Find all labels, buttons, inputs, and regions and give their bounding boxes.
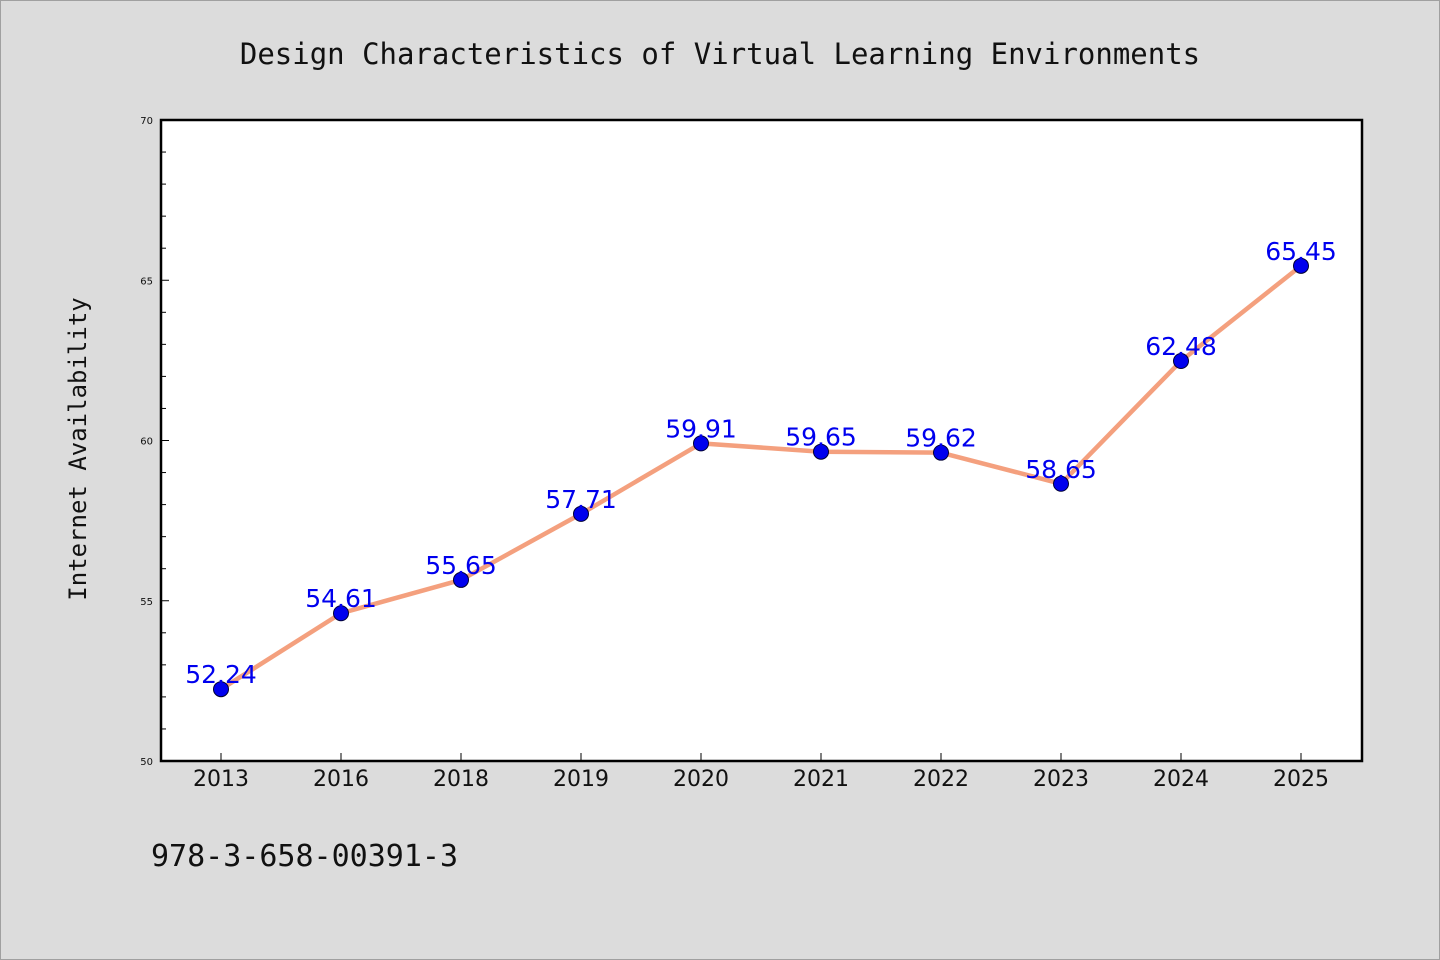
y-tick-label: 70	[140, 116, 153, 127]
y-tick-label: 65	[140, 276, 153, 287]
y-axis-ticks: 50 55 60 65 70	[140, 116, 169, 768]
series-layer	[213, 257, 1309, 698]
y-tick-label: 55	[140, 597, 153, 608]
data-label: 59.62	[905, 424, 977, 453]
isbn-footer: 978-3-658-00391-3	[151, 839, 458, 874]
data-point	[333, 605, 349, 622]
y-axis-label: Internet Availability	[64, 297, 92, 600]
data-point	[453, 571, 469, 588]
data-point	[693, 435, 709, 452]
data-label: 52.24	[185, 660, 257, 689]
data-labels-layer: 52.24 54.61 55.65 57.71 59.91 59.65 59.62 58.65…	[185, 237, 1337, 689]
series-line	[218, 263, 1304, 692]
x-tick-label: 2019	[553, 767, 609, 792]
data-point	[1173, 353, 1189, 370]
x-tick-label: 2016	[313, 767, 369, 792]
data-label: 65.45	[1265, 237, 1337, 266]
data-label: 59.65	[785, 423, 857, 452]
data-label: 59.91	[665, 414, 737, 443]
plot-area	[159, 118, 1364, 763]
data-label: 58.65	[1025, 455, 1097, 484]
y-tick-label: 60	[140, 437, 153, 448]
data-label: 55.65	[425, 551, 497, 580]
x-tick-label: 2020	[673, 767, 729, 792]
data-point	[213, 681, 229, 698]
y-tick-label: 50	[140, 757, 153, 768]
x-axis-ticks: 2013 2016 2018 2019 2020 2021 2022 2023 2024 2025	[193, 753, 1329, 792]
x-tick-label: 2013	[193, 767, 249, 792]
data-point	[573, 505, 589, 522]
x-tick-label: 2022	[913, 767, 969, 792]
data-label: 62.48	[1145, 332, 1217, 361]
x-tick-label: 2023	[1033, 767, 1089, 792]
data-point	[1293, 257, 1309, 274]
data-point	[933, 444, 949, 461]
x-tick-label: 2021	[793, 767, 849, 792]
data-label: 54.61	[305, 584, 377, 613]
x-tick-label: 2025	[1273, 767, 1329, 792]
data-point	[1053, 475, 1069, 492]
data-label: 57.71	[545, 485, 617, 514]
data-point	[813, 443, 829, 460]
x-tick-label: 2018	[433, 767, 489, 792]
x-tick-label: 2024	[1153, 767, 1209, 792]
chart-title: Design Characteristics of Virtual Learni…	[240, 37, 1200, 71]
